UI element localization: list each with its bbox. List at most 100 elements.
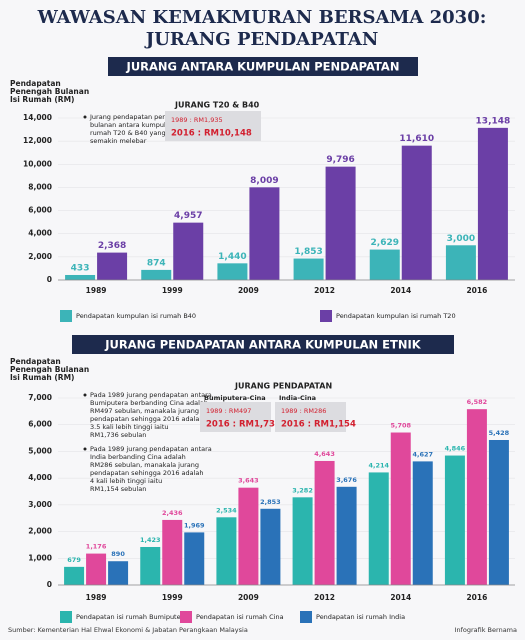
gap-box [200,402,271,432]
y-axis-label: Isi Rumah (RM) [10,95,74,104]
gap-item: 2016 : RM10,148 [171,129,252,139]
note-text: semakin melebar [90,137,147,145]
y-tick-label: 4,000 [28,473,52,482]
legend-swatch [320,310,332,322]
bar [314,460,335,585]
value-label: 3,282 [292,486,313,494]
note-text: India berbanding Cina adalah [90,453,186,461]
gap-box [275,402,346,432]
main-title: WAWASAN KEMAKMURAN BERSAMA 2030: [37,7,487,28]
bar [184,532,205,585]
note-text: RM1,736 sebulan [90,431,146,439]
value-label: 4,957 [174,211,202,221]
x-tick-label: 2012 [314,593,335,602]
note-text: Jurang pendapatan penengah [89,113,187,121]
gap-group-name: India-Cina [279,394,316,402]
y-tick-label: 3,000 [28,500,52,509]
note-text: bulanan antara kumpulan isi [90,121,183,129]
legend-swatch [180,611,192,623]
bar [260,508,281,585]
bar [108,561,129,585]
bar [238,487,259,585]
value-label: 3,643 [238,477,259,485]
bar [369,249,400,280]
value-label: 433 [71,263,90,273]
note-bullet [83,393,87,397]
value-label: 5,428 [489,429,510,437]
y-tick-label: 10,000 [23,159,52,168]
note-text: Pada 1989 jurang pendapatan antara [90,391,212,399]
value-label: 1,440 [218,252,246,262]
value-label: 4,627 [412,450,433,458]
y-tick-label: 12,000 [23,136,52,145]
value-label: 2,436 [162,509,183,517]
bar [216,517,237,585]
bar [97,252,128,280]
bar [412,461,433,585]
value-label: 3,676 [336,476,357,484]
source: Sumber: Kementerian Hal Ehwal Ekonomi & … [8,626,248,634]
main-title: JURANG PENDAPATAN [144,29,379,50]
x-tick-label: 2014 [390,593,411,602]
y-tick-label: 14,000 [23,113,52,122]
bar [140,546,161,585]
legend-swatch [60,310,72,322]
value-label: 2,629 [371,238,399,248]
credit: Infografik Bernama [455,626,517,634]
y-axis-label: Isi Rumah (RM) [10,373,74,382]
x-tick-label: 2009 [238,286,259,295]
note-text: pendapatan sehingga 2016 adalah [90,469,204,477]
section-banner [108,57,418,76]
value-label: 3,000 [447,234,475,244]
bar [141,269,172,280]
note-text: Bumiputera berbanding Cina adalah [90,399,208,407]
y-tick-label: 0 [47,275,52,284]
section-title: JURANG ANTARA KUMPULAN PENDAPATAN [126,60,400,74]
y-tick-label: 8,000 [28,182,52,191]
y-tick-label: 1,000 [28,553,52,562]
y-axis-label: Penengah Bulanan [10,87,89,96]
x-tick-label: 2012 [314,286,335,295]
bar [390,432,411,585]
legend-label: Pendapatan isi rumah Bumiputera [76,613,187,621]
x-tick-label: 2014 [390,286,411,295]
legend-label: Pendapatan kumpulan isi rumah T20 [336,312,456,320]
y-axis-label: Pendapatan [10,79,61,88]
gap-item: 2016 : RM1,736 [206,420,281,430]
note-text: rumah T20 & B40 yang [90,129,166,137]
bar [336,486,357,585]
x-tick-label: 2009 [238,593,259,602]
bar [64,566,85,585]
gap-item: 2016 : RM1,154 [281,420,356,430]
value-label: 1,969 [184,521,205,529]
bar [293,258,324,280]
value-label: 679 [67,556,81,564]
note-text: 4 kali lebih tinggi iaitu [90,477,162,485]
bar [65,274,96,280]
gap-box-title: JURANG PENDAPATAN [234,382,332,391]
bar [173,222,204,280]
section-title: JURANG PENDAPATAN ANTARA KUMPULAN ETNIK [104,338,422,352]
value-label: 4,643 [314,450,335,458]
y-tick-label: 0 [47,580,52,589]
value-label: 1,423 [140,536,161,544]
bar [217,263,248,280]
note-bullet [83,447,87,451]
gap-item: 1989 : RM497 [206,407,251,415]
section-banner [72,335,454,354]
y-tick-label: 2,000 [28,527,52,536]
x-tick-label: 1989 [86,286,107,295]
y-tick-label: 6,000 [28,420,52,429]
gap-item: 1989 : RM1,935 [171,116,223,124]
value-label: 2,534 [216,506,237,514]
x-tick-label: 2016 [466,593,487,602]
y-axis-label: Pendapatan [10,357,61,366]
y-tick-label: 4,000 [28,229,52,238]
legend-swatch [300,611,312,623]
value-label: 6,582 [467,398,488,406]
note-bullet [83,115,87,119]
value-label: 5,708 [390,422,411,430]
value-label: 1,853 [294,247,322,257]
legend-label: Pendapatan kumpulan isi rumah B40 [76,312,196,320]
bar [292,497,313,585]
